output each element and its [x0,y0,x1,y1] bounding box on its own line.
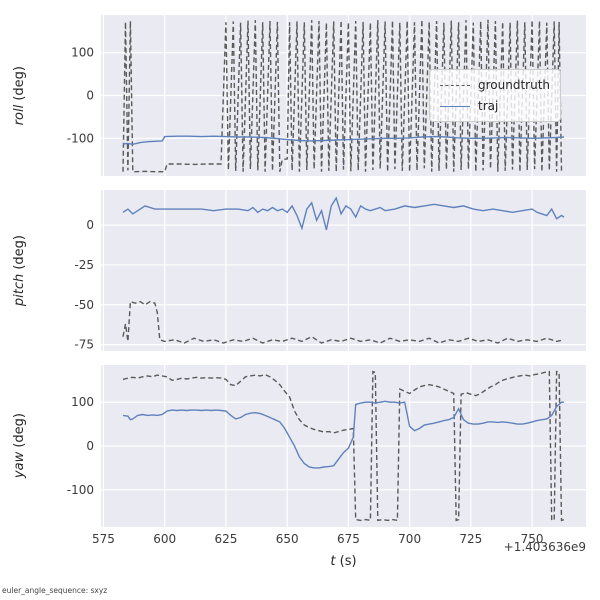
pitch-chart: -75 -50 -25 0 [74,190,586,352]
x-tick-label: 575 [92,532,115,546]
traj-line-sample-icon [440,105,470,107]
legend-label-groundtruth: groundtruth [478,78,551,92]
traj-line [122,400,564,469]
yaw-plot-panel: -100 0 100 575 600 625 650 675 700 725 750 [67,365,586,546]
y-tick-label: -100 [67,483,94,497]
yaw-axis-label-var: yaw [11,452,27,479]
plot-background [101,190,586,351]
yaw-chart: -100 0 100 575 600 625 650 675 700 725 750 [67,365,586,546]
footer-note: euler_angle_sequence: sxyz [2,586,108,595]
pitch-axis-label-unit: (deg) [11,234,27,274]
pitch-plot-panel: -75 -50 -25 0 [74,190,586,352]
x-axis-offset-text: +1.403636e9 [503,540,586,554]
traj-line [122,135,565,146]
groundtruth-line [122,19,565,173]
pitch-axis-label: pitch (deg) [6,190,32,351]
x-tick-label: 750 [521,532,544,546]
roll-axis-label-var: roll [11,104,27,126]
x-tick-label: 650 [276,532,299,546]
y-tick-label: 0 [86,218,94,232]
groundtruth-line [122,370,565,522]
x-tick-label: 600 [153,532,176,546]
legend-entry-groundtruth: groundtruth [440,78,550,92]
x-axis-label: t (s) [101,554,586,569]
x-tick-label: 700 [398,532,421,546]
legend-label-traj: traj [478,99,499,113]
x-tick-label: 725 [459,532,482,546]
pitch-axis-label-var: pitch [11,273,27,307]
x-tick-label: 625 [214,532,237,546]
legend-entry-traj: traj [440,99,550,113]
roll-axis-label-unit: (deg) [11,65,27,105]
y-tick-label: 100 [71,395,94,409]
y-tick-label: -100 [67,131,94,145]
x-tick-label: 675 [337,532,360,546]
yaw-axis-label: yaw (deg) [6,365,32,527]
y-tick-label: 0 [86,89,94,103]
roll-axis-label: roll (deg) [6,15,32,176]
x-axis-label-var: t [330,554,336,569]
traj-line [122,196,565,231]
y-tick-label: 0 [86,439,94,453]
y-tick-label: -50 [74,298,94,312]
groundtruth-line-sample-icon [440,84,470,86]
y-tick-label: 100 [71,46,94,60]
y-tick-label: -25 [74,258,94,272]
x-axis-label-unit: (s) [335,554,357,569]
yaw-axis-label-unit: (deg) [11,413,27,453]
y-tick-label: -75 [74,338,94,352]
legend: groundtruth traj [429,69,562,122]
groundtruth-line [122,300,565,344]
